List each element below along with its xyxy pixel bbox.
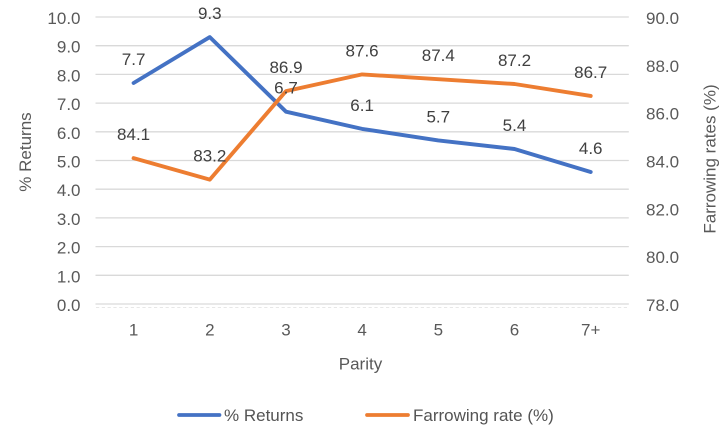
svg-text:9.0: 9.0 (57, 38, 81, 57)
svg-text:5: 5 (434, 321, 443, 340)
svg-text:1: 1 (129, 321, 138, 340)
svg-text:6.0: 6.0 (57, 124, 81, 143)
svg-text:6.7: 6.7 (274, 79, 298, 98)
svg-text:87.2: 87.2 (498, 51, 531, 70)
svg-text:0.0: 0.0 (57, 296, 81, 315)
svg-text:% Returns: % Returns (224, 406, 303, 425)
svg-text:7+: 7+ (581, 321, 600, 340)
svg-text:2.0: 2.0 (57, 239, 81, 258)
svg-text:3: 3 (281, 321, 290, 340)
svg-text:Farrowing rate (%): Farrowing rate (%) (413, 406, 554, 425)
svg-text:84.1: 84.1 (117, 125, 150, 144)
svg-text:4.6: 4.6 (579, 139, 603, 158)
svg-text:Farrowing rates (%): Farrowing rates (%) (701, 84, 720, 233)
svg-text:2: 2 (205, 321, 214, 340)
svg-text:82.0: 82.0 (646, 200, 679, 219)
svg-text:9.3: 9.3 (198, 4, 222, 23)
svg-text:84.0: 84.0 (646, 153, 679, 172)
svg-text:5.0: 5.0 (57, 153, 81, 172)
svg-text:5.4: 5.4 (503, 116, 527, 135)
svg-text:86.0: 86.0 (646, 105, 679, 124)
svg-text:78.0: 78.0 (646, 296, 679, 315)
svg-text:83.2: 83.2 (193, 147, 226, 166)
svg-text:4: 4 (357, 321, 366, 340)
svg-text:5.7: 5.7 (426, 107, 450, 126)
svg-text:7.7: 7.7 (122, 50, 146, 69)
svg-text:88.0: 88.0 (646, 57, 679, 76)
svg-text:6: 6 (510, 321, 519, 340)
svg-text:8.0: 8.0 (57, 66, 81, 85)
svg-text:87.4: 87.4 (422, 46, 455, 65)
svg-text:6.1: 6.1 (350, 96, 374, 115)
svg-text:% Returns: % Returns (16, 112, 35, 191)
svg-text:86.7: 86.7 (574, 63, 607, 82)
svg-text:90.0: 90.0 (646, 9, 679, 28)
svg-text:7.0: 7.0 (57, 95, 81, 114)
svg-text:86.9: 86.9 (269, 58, 302, 77)
svg-text:10.0: 10.0 (47, 9, 80, 28)
svg-text:80.0: 80.0 (646, 248, 679, 267)
svg-text:87.6: 87.6 (346, 41, 379, 60)
svg-text:3.0: 3.0 (57, 210, 81, 229)
svg-text:1.0: 1.0 (57, 267, 81, 286)
svg-text:Parity: Parity (339, 355, 383, 374)
svg-text:4.0: 4.0 (57, 181, 81, 200)
